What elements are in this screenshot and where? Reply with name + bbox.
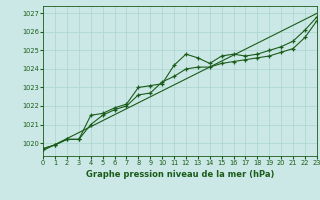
X-axis label: Graphe pression niveau de la mer (hPa): Graphe pression niveau de la mer (hPa) bbox=[86, 170, 274, 179]
